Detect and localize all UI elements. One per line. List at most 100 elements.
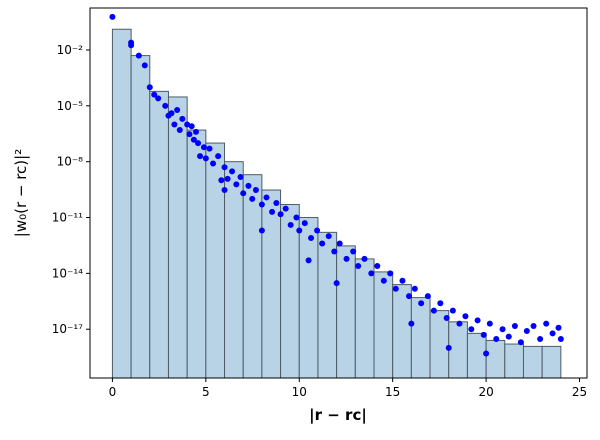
point <box>258 201 265 208</box>
point <box>174 106 181 113</box>
point <box>355 262 362 269</box>
point <box>188 123 195 130</box>
point <box>269 208 276 215</box>
bar <box>261 189 282 379</box>
point <box>224 175 231 182</box>
bar <box>504 343 524 379</box>
point <box>406 293 413 300</box>
point <box>418 300 425 307</box>
point <box>215 153 222 160</box>
point <box>343 255 350 262</box>
point <box>493 335 500 342</box>
point <box>483 350 490 357</box>
bar <box>298 217 319 379</box>
point <box>179 115 186 122</box>
y-tick-label: 10⁻¹⁷ <box>52 322 83 336</box>
y-tick-label: 10⁻⁸ <box>57 155 84 169</box>
x-tick-label: 0 <box>109 385 117 399</box>
point <box>361 255 368 262</box>
point <box>171 121 178 128</box>
point <box>109 13 116 20</box>
point <box>319 240 326 247</box>
point <box>424 293 431 300</box>
point <box>221 187 228 194</box>
point <box>184 121 191 128</box>
point <box>240 190 247 197</box>
point <box>277 211 284 218</box>
point <box>314 227 321 234</box>
bar <box>485 339 506 379</box>
point <box>296 227 303 234</box>
y-tick-label: 10⁻¹¹ <box>52 211 83 225</box>
point <box>336 240 343 247</box>
point <box>480 331 487 338</box>
point <box>218 177 225 184</box>
bar <box>448 321 468 379</box>
x-tick-label: 5 <box>202 385 210 399</box>
point <box>449 307 456 314</box>
point <box>258 227 265 234</box>
point <box>456 320 463 327</box>
point <box>263 194 270 201</box>
point <box>543 320 550 327</box>
point <box>195 140 202 147</box>
point <box>282 205 289 212</box>
point <box>392 285 399 292</box>
bar <box>336 245 356 379</box>
y-tick-label: 10⁻¹⁴ <box>52 266 83 280</box>
x-tick-label: 25 <box>572 385 587 399</box>
point <box>245 182 252 189</box>
bar <box>354 258 375 379</box>
point <box>141 62 148 69</box>
point <box>505 333 512 340</box>
point <box>200 144 207 151</box>
point <box>331 248 338 255</box>
point <box>486 320 493 327</box>
axes-frame <box>89 7 588 379</box>
bar <box>149 90 169 379</box>
point <box>368 270 375 277</box>
point <box>468 326 475 333</box>
point <box>523 328 530 335</box>
point <box>233 181 240 188</box>
point <box>229 168 236 175</box>
point <box>333 280 340 287</box>
y-tick-label: 10⁻² <box>57 43 84 57</box>
bar <box>186 129 207 379</box>
point <box>445 344 452 351</box>
point <box>237 174 244 181</box>
x-tick-label: 10 <box>292 385 307 399</box>
point <box>530 322 537 329</box>
point <box>557 335 564 342</box>
bar <box>111 28 132 379</box>
point <box>462 313 469 320</box>
bar <box>167 96 188 379</box>
point <box>549 330 556 337</box>
point <box>374 262 381 269</box>
point <box>555 324 562 331</box>
point <box>350 248 357 255</box>
point <box>221 164 228 171</box>
point <box>273 200 280 207</box>
point <box>430 307 437 314</box>
point <box>155 95 162 102</box>
point <box>499 326 506 333</box>
point <box>437 300 444 307</box>
point <box>197 153 204 160</box>
bar <box>466 332 487 379</box>
bar <box>373 271 394 379</box>
x-tick-label: 20 <box>478 385 493 399</box>
bar <box>522 345 543 379</box>
point <box>186 131 193 138</box>
point <box>399 277 406 284</box>
x-tick-label: 15 <box>385 385 400 399</box>
point <box>443 315 450 322</box>
point <box>387 270 394 277</box>
bar <box>541 345 562 379</box>
y-axis-label: |w₀(r − rc)|² <box>12 149 30 237</box>
point <box>537 335 544 342</box>
plot-area <box>109 13 564 379</box>
point <box>474 317 481 324</box>
point <box>308 234 315 241</box>
point <box>162 102 169 109</box>
